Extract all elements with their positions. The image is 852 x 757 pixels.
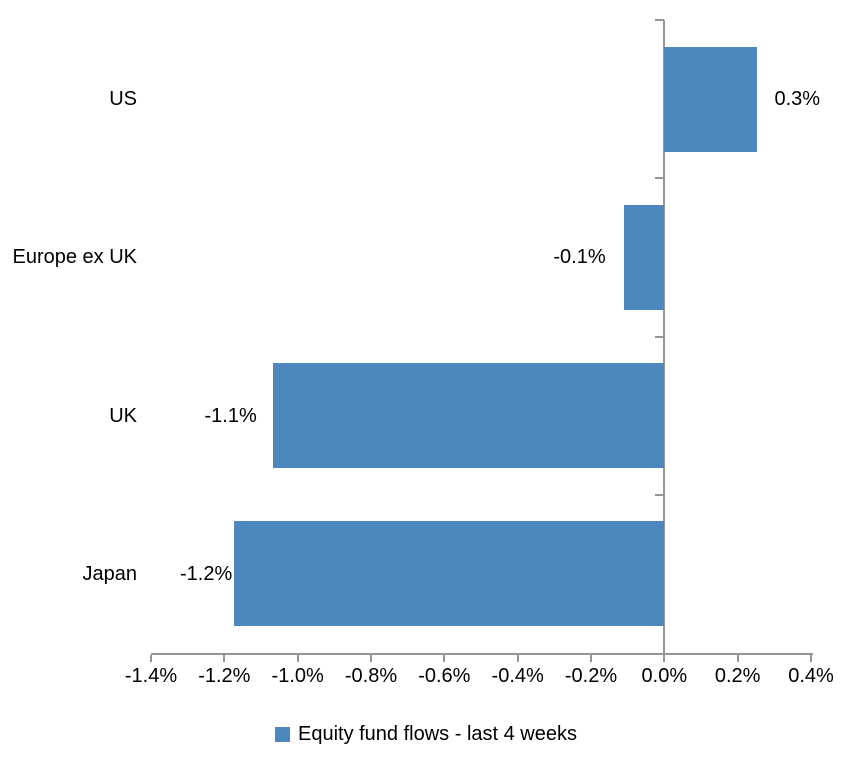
category-label: Japan bbox=[82, 562, 138, 585]
x-axis-tick bbox=[150, 655, 152, 662]
legend: Equity fund flows - last 4 weeks bbox=[0, 720, 852, 748]
bar-us bbox=[664, 46, 758, 152]
x-axis-line bbox=[151, 653, 813, 655]
category-axis-tick bbox=[655, 19, 665, 21]
bar-japan bbox=[234, 521, 665, 627]
x-axis-tick bbox=[810, 655, 812, 662]
data-label: -1.2% bbox=[179, 562, 233, 585]
data-label: 0.3% bbox=[774, 88, 821, 111]
x-axis-tick bbox=[443, 655, 446, 662]
bar-europe-ex-uk bbox=[623, 204, 665, 310]
data-label: -0.1% bbox=[553, 246, 606, 269]
category-label: US bbox=[109, 88, 137, 111]
x-axis-tick bbox=[590, 655, 592, 662]
x-axis-tick-label: -0.2% bbox=[564, 665, 618, 687]
category-label: Europe ex UK bbox=[12, 246, 137, 269]
x-axis-tick-label: -1.0% bbox=[271, 665, 324, 687]
x-axis-tick bbox=[736, 655, 739, 662]
x-axis-tick-label: -1.2% bbox=[198, 665, 251, 687]
data-label: -1.1% bbox=[204, 404, 257, 427]
x-axis-tick-label: -0.6% bbox=[418, 665, 471, 687]
x-axis-tick bbox=[516, 655, 519, 662]
bar-uk bbox=[272, 363, 665, 469]
y-axis-line bbox=[663, 20, 666, 655]
x-axis-tick-label: -0.8% bbox=[344, 665, 398, 687]
x-axis-tick-label: -1.4% bbox=[124, 665, 178, 687]
x-axis-tick bbox=[223, 655, 226, 662]
category-label: UK bbox=[109, 404, 137, 427]
x-axis-tick-label: 0.4% bbox=[788, 665, 834, 687]
category-axis-tick bbox=[655, 177, 665, 180]
x-axis-tick bbox=[370, 655, 372, 662]
x-axis-tick bbox=[296, 655, 299, 662]
x-axis-tick-label: -0.4% bbox=[491, 665, 544, 687]
legend-swatch-icon bbox=[274, 726, 290, 742]
x-axis-tick-label: 0.0% bbox=[641, 665, 688, 687]
category-axis-tick bbox=[655, 335, 665, 338]
legend-label: Equity fund flows - last 4 weeks bbox=[297, 723, 577, 745]
category-axis-tick bbox=[655, 493, 665, 496]
x-axis-tick bbox=[663, 655, 666, 662]
x-axis-tick-label: 0.2% bbox=[714, 665, 761, 687]
